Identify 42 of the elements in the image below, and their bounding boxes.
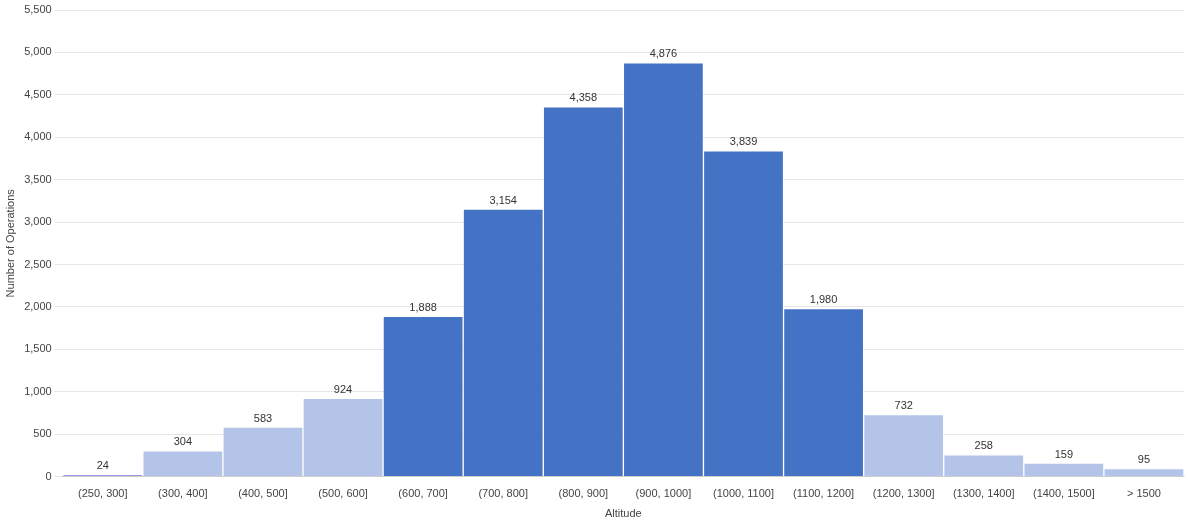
y-tick-label: 4,500 [24, 87, 52, 100]
data-label: 924 [333, 382, 353, 395]
data-label: 4,876 [649, 47, 678, 60]
y-tick-label: 1,500 [24, 342, 52, 355]
y-tick-label: 3,000 [24, 215, 52, 228]
data-label: 583 [253, 411, 273, 424]
data-label: 1,980 [809, 293, 838, 306]
x-tick-label: (900, 1000] [635, 487, 692, 500]
data-label: 4,358 [569, 91, 598, 104]
y-axis-title: Number of Operations [3, 188, 16, 298]
x-tick-label: (800, 900] [558, 487, 609, 500]
y-tick-label: 5,500 [24, 3, 52, 16]
x-tick-label: (300, 400] [158, 487, 208, 500]
x-tick-label: (600, 700] [398, 487, 448, 500]
x-tick-label: (400, 500] [238, 487, 288, 500]
data-label: 24 [96, 459, 109, 472]
data-label: 258 [974, 439, 993, 452]
x-tick-label: (1000, 1100] [713, 487, 774, 500]
y-tick-label: 1,000 [24, 384, 52, 397]
data-label: 1,888 [409, 300, 437, 313]
data-label: 159 [1054, 447, 1074, 460]
y-tick-label: 5,000 [24, 45, 52, 58]
x-tick-label: (1300, 1400] [952, 487, 1015, 500]
y-tick-label: 4,000 [24, 130, 52, 143]
y-tick-label: 2,500 [24, 257, 52, 270]
x-axis-title: Altitude [605, 507, 642, 520]
y-tick-label: 0 [45, 469, 52, 482]
x-tick-label: (1200, 1300] [872, 487, 935, 500]
data-label: 95 [1137, 453, 1151, 466]
data-label: 3,154 [489, 193, 517, 206]
y-tick-label: 3,500 [24, 172, 52, 185]
x-tick-label: (500, 600] [318, 487, 368, 500]
x-tick-label: (700, 800] [478, 487, 528, 500]
data-label: 304 [173, 435, 193, 448]
x-tick-label: (1100, 1200] [793, 487, 855, 500]
data-label: 3,839 [729, 135, 758, 148]
x-tick-label: (1400, 1500] [1032, 487, 1095, 500]
y-tick-label: 500 [33, 427, 52, 440]
x-tick-label: > 1500 [1126, 487, 1161, 500]
data-label: 732 [894, 399, 913, 412]
x-tick-label: (250, 300] [78, 487, 128, 500]
y-tick-label: 2,000 [24, 299, 52, 312]
